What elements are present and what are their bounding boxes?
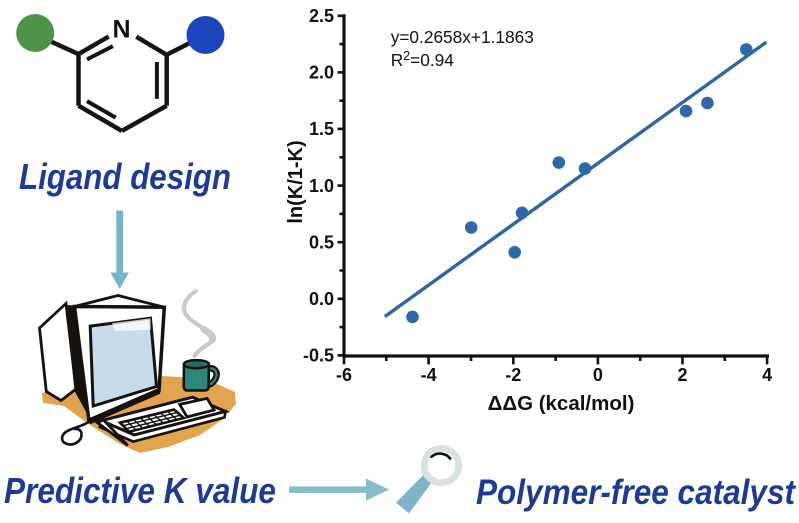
svg-text:2.5: 2.5: [309, 6, 334, 26]
svg-text:2.0: 2.0: [309, 63, 334, 83]
svg-text:ΔΔG (kcal/mol): ΔΔG (kcal/mol): [488, 392, 635, 415]
svg-text:Polymer-free catalyst: Polymer-free catalyst: [476, 472, 797, 512]
svg-text:1.5: 1.5: [309, 119, 334, 139]
svg-text:y=0.2658x+1.1863: y=0.2658x+1.1863: [391, 27, 534, 47]
svg-text:-0.5: -0.5: [303, 346, 334, 366]
svg-text:0.5: 0.5: [309, 233, 334, 253]
svg-text:-4: -4: [421, 365, 437, 385]
svg-text:-2: -2: [505, 365, 521, 385]
svg-text:0.0: 0.0: [309, 289, 334, 309]
svg-text:ln(K/1-K): ln(K/1-K): [285, 140, 307, 223]
svg-text:1.0: 1.0: [309, 176, 334, 196]
svg-text:4: 4: [762, 365, 772, 385]
svg-text:N: N: [112, 16, 130, 44]
svg-text:R2=0.94: R2=0.94: [391, 49, 455, 70]
svg-text:-6: -6: [336, 365, 352, 385]
svg-text:Predictive K value: Predictive K value: [4, 470, 276, 511]
svg-text:2: 2: [677, 365, 687, 385]
svg-text:0: 0: [593, 365, 603, 385]
svg-text:Ligand design: Ligand design: [19, 156, 231, 197]
